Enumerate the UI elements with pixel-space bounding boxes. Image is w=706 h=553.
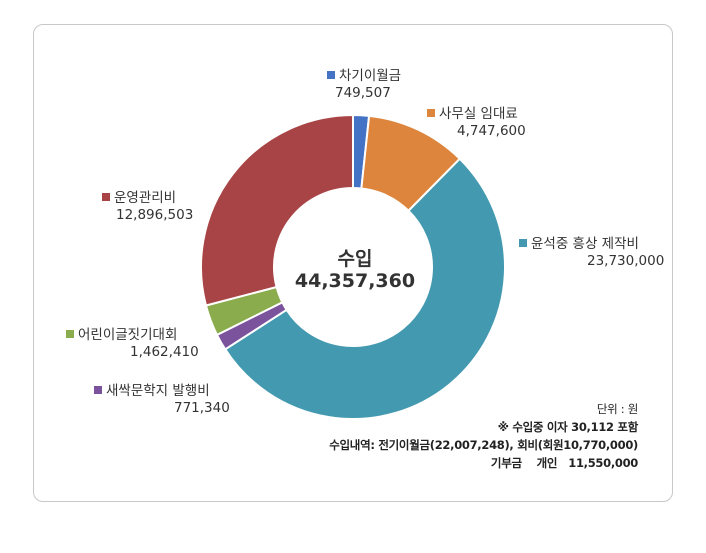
slice-name: 어린이글짓기대회: [78, 327, 178, 343]
slice-value: 749,507: [335, 85, 391, 101]
slice-value: 771,340: [174, 400, 230, 416]
label-statue-cost: 윤석중 흥상 제작비 23,730,000: [519, 236, 664, 270]
label-carryover: 차기이월금 749,507: [327, 68, 401, 102]
income-detail-note: 수입내역: 전기이월금(22,007,248), 회비(회원10,770,000…: [329, 438, 638, 452]
legend-swatch: [94, 386, 102, 394]
chart-card: [33, 24, 673, 502]
legend-swatch: [327, 71, 335, 79]
unit-note: 단위 : 원: [596, 402, 638, 416]
slice-value: 1,462,410: [130, 344, 199, 360]
legend-swatch: [66, 330, 74, 338]
legend-swatch: [427, 109, 435, 117]
label-writing-contest: 어린이글짓기대회 1,462,410: [66, 327, 199, 361]
slice-operating-cost: [200, 113, 354, 307]
slice-value: 4,747,600: [457, 123, 526, 139]
center-title: 수입: [337, 248, 373, 270]
legend-swatch: [102, 193, 110, 201]
slice-name: 차기이월금: [339, 68, 402, 84]
slice-name: 사무실 임대료: [439, 106, 518, 122]
slice-statue-cost: [223, 157, 506, 420]
slice-name: 새싹문학지 발행비: [106, 383, 210, 399]
interest-note: ※ 수입중 이자 30,112 포함: [497, 420, 639, 434]
slice-value: 12,896,503: [116, 207, 194, 223]
slice-name: 운영관리비: [114, 190, 177, 206]
donation-note: 기부금 개인 11,550,000: [490, 456, 638, 470]
label-office-rent: 사무실 임대료 4,747,600: [427, 106, 526, 140]
slice-value: 23,730,000: [587, 253, 665, 269]
label-operating-cost: 운영관리비 12,896,503: [102, 190, 193, 224]
legend-swatch: [519, 239, 527, 247]
center-total: 44,357,360: [294, 270, 416, 292]
slice-name: 윤석중 흥상 제작비: [531, 236, 639, 252]
label-magazine: 새싹문학지 발행비 771,340: [94, 383, 230, 417]
